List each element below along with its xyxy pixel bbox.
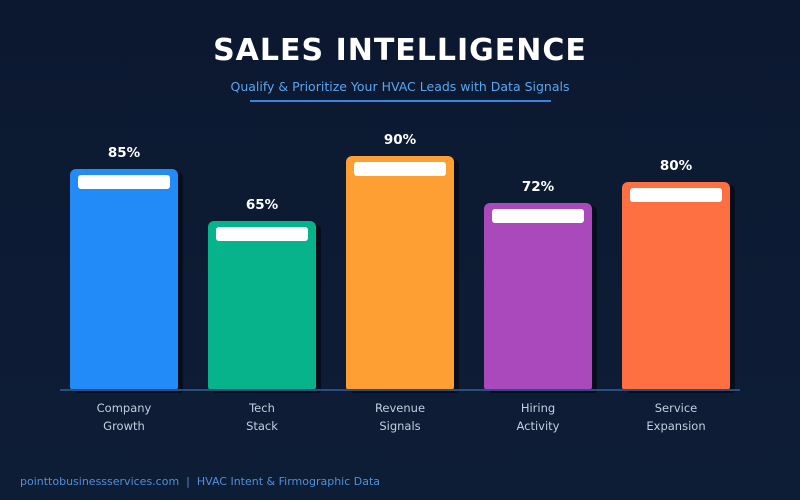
x-axis-label-hiring-activity: Hiring Activity	[468, 399, 608, 435]
chart-title: SALES INTELLIGENCE	[213, 33, 587, 68]
value-label-tech-stack: 65%	[245, 197, 279, 213]
label-line-1: Company	[96, 401, 152, 415]
label-line-2: Stack	[246, 419, 278, 433]
label-line-1: Hiring	[520, 401, 556, 415]
x-axis-baseline	[60, 389, 740, 391]
value-label-hiring-activity: 72%	[521, 179, 555, 195]
value-label-company-growth: 85%	[107, 145, 141, 161]
x-axis-label-tech-stack: Tech Stack	[192, 399, 332, 435]
bar-highlight-pill	[216, 227, 308, 241]
bar-highlight-pill	[630, 188, 722, 202]
footer-source: pointtobusinessservices.com | HVAC Inten…	[20, 475, 381, 488]
label-line-1: Service	[654, 401, 698, 415]
value-label-revenue-signals: 90%	[383, 132, 417, 148]
bar-tech-stack	[208, 221, 316, 390]
bar-company-growth	[70, 169, 178, 390]
bar-hiring-activity	[484, 203, 592, 390]
bar-highlight-pill	[492, 209, 584, 223]
label-line-2: Activity	[516, 419, 560, 433]
label-line-2: Signals	[379, 419, 421, 433]
bar-service-expansion	[622, 182, 730, 390]
bar-highlight-pill	[354, 162, 446, 176]
x-axis-label-revenue-signals: Revenue Signals	[330, 399, 470, 435]
label-line-2: Growth	[103, 419, 145, 433]
value-label-service-expansion: 80%	[659, 158, 693, 174]
label-line-2: Expansion	[646, 419, 706, 433]
bar-revenue-signals	[346, 156, 454, 390]
x-axis-label-service-expansion: Service Expansion	[606, 399, 746, 435]
chart-subtitle: Qualify & Prioritize Your HVAC Leads wit…	[230, 79, 570, 94]
x-axis-label-company-growth: Company Growth	[54, 399, 194, 435]
subtitle-underline	[250, 100, 551, 102]
bar-highlight-pill	[78, 175, 170, 189]
label-line-1: Tech	[249, 401, 275, 415]
label-line-1: Revenue	[374, 401, 426, 415]
